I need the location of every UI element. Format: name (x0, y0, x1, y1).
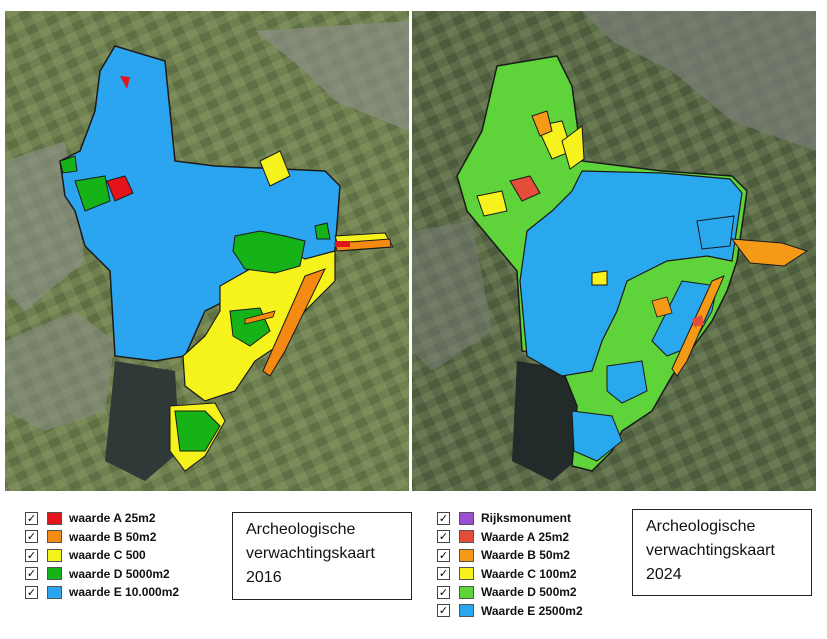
legend-label: Waarde E 2500m2 (481, 603, 583, 618)
checkbox[interactable]: ✓ (25, 511, 38, 525)
checkbox[interactable]: ✓ (437, 511, 450, 525)
legend-item[interactable]: ✓ Waarde A 25m2 (437, 528, 583, 547)
title-line: verwachtingskaart (646, 542, 775, 559)
legend-label: Waarde B 50m2 (481, 548, 570, 563)
checkbox[interactable]: ✓ (437, 548, 450, 562)
legend-label: waarde A 25m2 (69, 511, 156, 526)
legend-swatch-waarde-e (47, 585, 62, 599)
legend-swatch-waarde-d (459, 585, 474, 599)
legend-label: Waarde C 100m2 (481, 566, 577, 581)
checkbox[interactable]: ✓ (437, 567, 450, 581)
legend-item[interactable]: ✓ waarde A 25m2 (25, 509, 179, 528)
legend-2024: ✓ Rijksmonument ✓ Waarde A 25m2 ✓ Waarde… (437, 509, 583, 620)
legend-label: waarde D 5000m2 (69, 566, 170, 581)
legend-item[interactable]: ✓ Waarde B 50m2 (437, 546, 583, 565)
title-year: 2024 (646, 566, 682, 583)
title-year: 2016 (246, 569, 282, 586)
legend-item[interactable]: ✓ Waarde E 2500m2 (437, 602, 583, 621)
legend-item[interactable]: ✓ waarde B 50m2 (25, 528, 179, 547)
legend-label: waarde B 50m2 (69, 529, 157, 544)
legend-item[interactable]: ✓ waarde E 10.000m2 (25, 583, 179, 602)
map-2024-graphic (412, 11, 816, 491)
checkbox[interactable]: ✓ (25, 530, 38, 544)
checkbox[interactable]: ✓ (25, 585, 38, 599)
legend-swatch-waarde-c (47, 548, 62, 562)
title-line: verwachtingskaart (246, 545, 375, 562)
legend-swatch-waarde-d (47, 567, 62, 581)
legend-label: Waarde A 25m2 (481, 529, 570, 544)
title-line: Archeologische (246, 521, 356, 538)
legend-label: waarde E 10.000m2 (69, 585, 180, 600)
legend-2016: ✓ waarde A 25m2 ✓ waarde B 50m2 ✓ waarde… (25, 509, 179, 602)
legend-label: Rijksmonument (481, 511, 572, 526)
legend-label: Waarde D 500m2 (481, 585, 577, 600)
title-line: Archeologische (646, 518, 756, 535)
checkbox[interactable]: ✓ (25, 567, 38, 581)
legend-item[interactable]: ✓ Rijksmonument (437, 509, 583, 528)
checkbox[interactable]: ✓ (25, 548, 38, 562)
map-2024 (412, 11, 816, 491)
map-title-2016: Archeologische verwachtingskaart 2016 (232, 512, 412, 600)
checkbox[interactable]: ✓ (437, 604, 450, 618)
legend-swatch-waarde-c (459, 567, 474, 581)
legend-item[interactable]: ✓ waarde C 500 (25, 546, 179, 565)
legend-item[interactable]: ✓ Waarde C 100m2 (437, 565, 583, 584)
legend-swatch-waarde-b (47, 530, 62, 544)
map-2016 (5, 11, 409, 491)
legend-item[interactable]: ✓ waarde D 5000m2 (25, 565, 179, 584)
legend-label: waarde C 500 (69, 548, 146, 563)
map-title-2024: Archeologische verwachtingskaart 2024 (632, 509, 812, 596)
checkbox[interactable]: ✓ (437, 530, 450, 544)
legend-swatch-waarde-b (459, 548, 474, 562)
checkbox[interactable]: ✓ (437, 585, 450, 599)
legend-swatch-waarde-e (459, 604, 474, 618)
legend-item[interactable]: ✓ Waarde D 500m2 (437, 583, 583, 602)
legend-swatch-rijksmonument (459, 511, 474, 525)
map-2016-graphic (5, 11, 409, 491)
legend-swatch-waarde-a (459, 530, 474, 544)
legend-swatch-waarde-a (47, 511, 62, 525)
